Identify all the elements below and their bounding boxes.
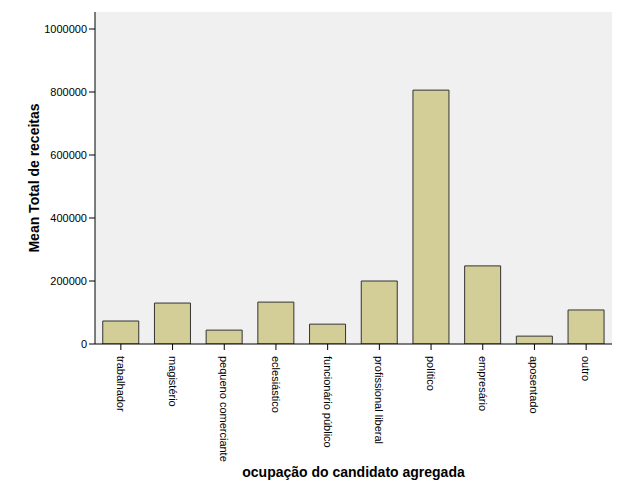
svg-text:800000: 800000 [50, 86, 87, 98]
svg-text:eclesiástico: eclesiástico [270, 356, 282, 413]
svg-text:empresário: empresário [477, 356, 489, 411]
svg-text:outro: outro [580, 356, 592, 381]
svg-text:400000: 400000 [50, 212, 87, 224]
svg-text:profissional liberal: profissional liberal [373, 356, 385, 444]
svg-text:1000000: 1000000 [44, 23, 87, 35]
svg-text:trabalhador: trabalhador [115, 356, 127, 412]
svg-text:pequeno comerciante: pequeno comerciante [218, 356, 230, 462]
svg-text:político: político [425, 356, 437, 391]
svg-text:magistério: magistério [167, 356, 179, 407]
svg-text:Mean Total de receitas: Mean Total de receitas [26, 103, 42, 252]
svg-text:600000: 600000 [50, 149, 87, 161]
svg-text:aposentado: aposentado [528, 356, 540, 414]
svg-text:ocupação do candidato agregada: ocupação do candidato agregada [242, 464, 465, 480]
svg-text:0: 0 [81, 338, 87, 350]
svg-text:funcionário público: funcionário público [322, 356, 334, 448]
svg-text:200000: 200000 [50, 275, 87, 287]
